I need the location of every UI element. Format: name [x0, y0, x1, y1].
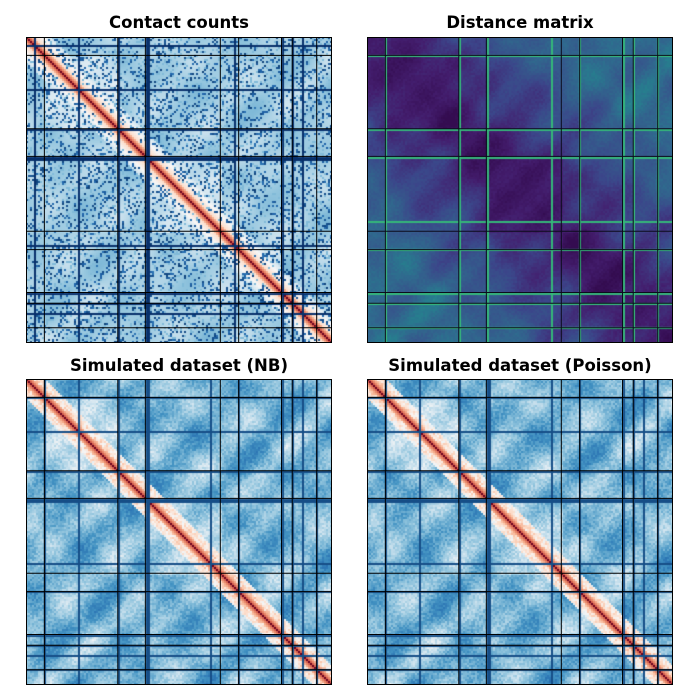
- simulated-poisson-canvas: [367, 379, 673, 685]
- distance-matrix-canvas: [367, 37, 673, 343]
- contact-counts-heatmap: [26, 37, 332, 343]
- distance-matrix-axes: [367, 37, 673, 343]
- simulated-nb-axes: [26, 379, 332, 685]
- simulated-nb-title: Simulated dataset (NB): [70, 356, 288, 375]
- axes-frame: [367, 379, 673, 685]
- simulated-poisson-axes: [367, 379, 673, 685]
- axes-frame: [26, 37, 332, 343]
- simulated-nb-canvas: [26, 379, 332, 685]
- simulated-poisson-heatmap: [367, 379, 673, 685]
- contact-counts-canvas: [26, 37, 332, 343]
- contact-counts-axes: [26, 37, 332, 343]
- contact-counts-title: Contact counts: [109, 13, 249, 32]
- axes-frame: [367, 37, 673, 343]
- simulated-nb-heatmap: [26, 379, 332, 685]
- distance-matrix-heatmap: [367, 37, 673, 343]
- axes-frame: [26, 379, 332, 685]
- simulated-poisson-title: Simulated dataset (Poisson): [388, 356, 652, 375]
- distance-matrix-title: Distance matrix: [446, 13, 594, 32]
